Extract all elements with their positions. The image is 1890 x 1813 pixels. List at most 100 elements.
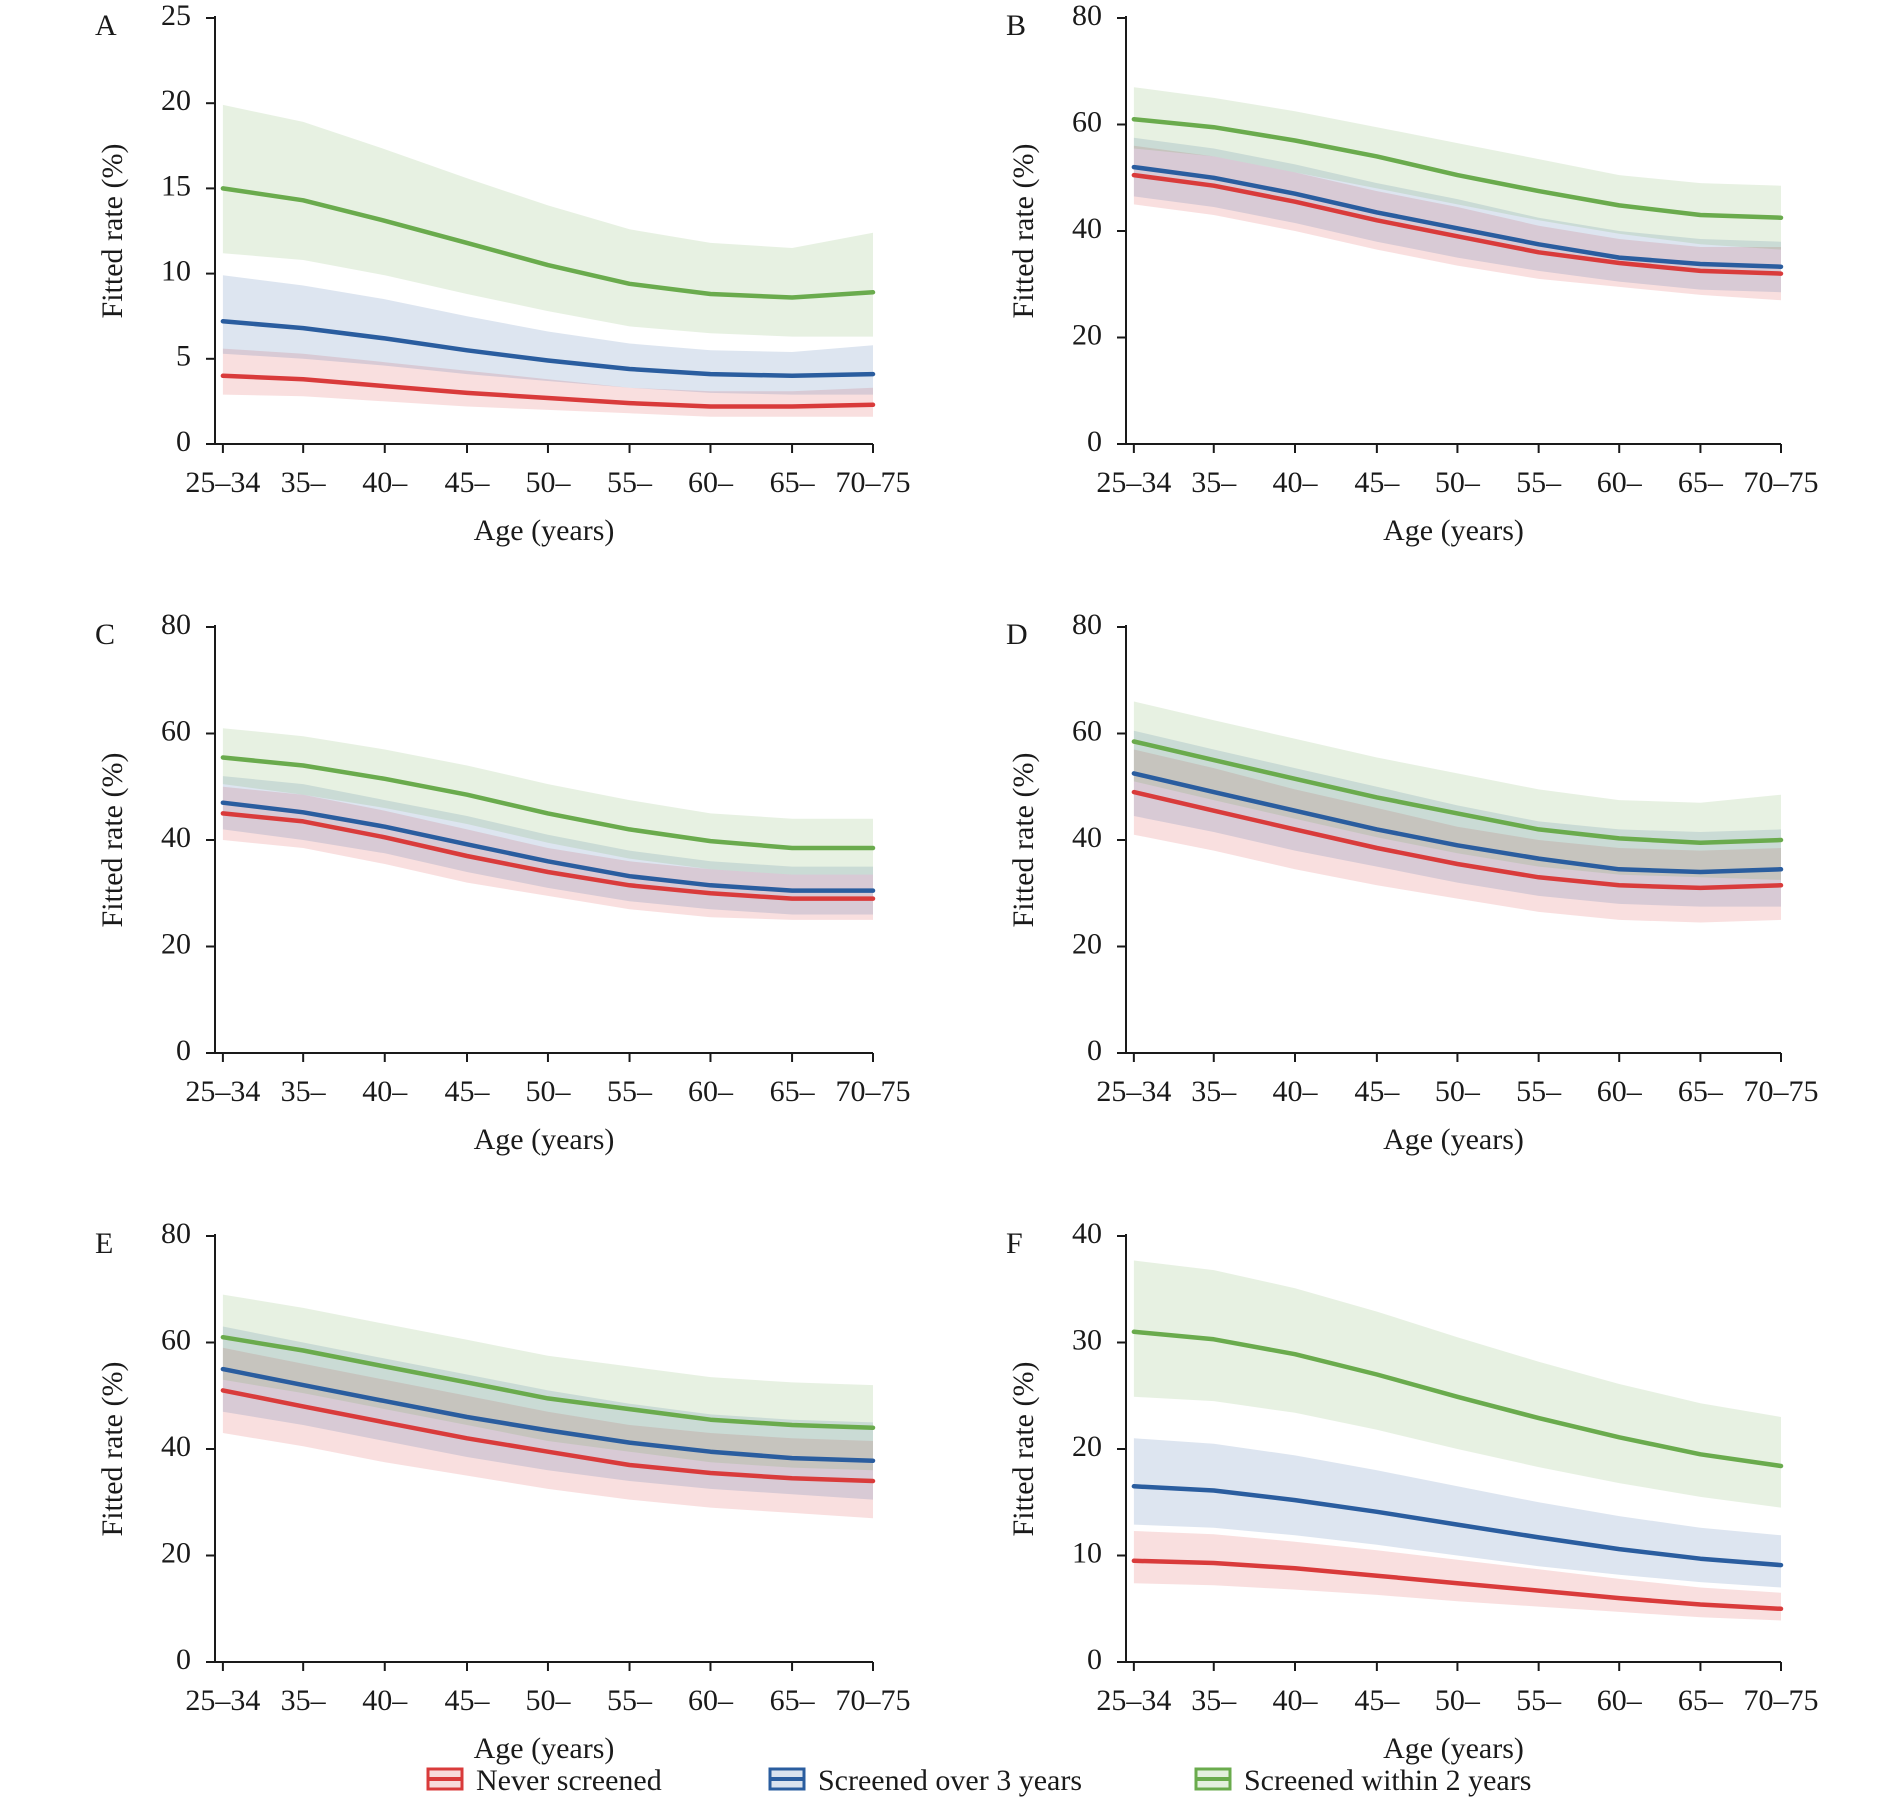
- y-tick-label: 0: [1087, 1643, 1102, 1676]
- y-tick-label: 0: [1087, 425, 1102, 458]
- y-tick-label: 0: [176, 425, 191, 458]
- x-tick-label: 35–: [1191, 1075, 1237, 1108]
- x-tick-label: 35–: [281, 1684, 327, 1717]
- y-tick-label: 40: [161, 821, 191, 854]
- panel-letter: D: [1006, 618, 1028, 651]
- x-tick-label: 50–: [1435, 466, 1481, 499]
- y-tick-label: 60: [1072, 714, 1102, 747]
- x-tick-label: 70–75: [1744, 466, 1819, 499]
- x-tick-label: 25–34: [1096, 1075, 1171, 1108]
- y-tick-label: 60: [1072, 105, 1102, 138]
- y-tick-label: 80: [161, 1217, 191, 1250]
- x-tick-label: 45–: [1354, 1684, 1400, 1717]
- x-tick-label: 65–: [1678, 1684, 1724, 1717]
- series-line-screened-over-3-years: [220, 319, 876, 379]
- x-tick-label: 25–34: [185, 1075, 260, 1108]
- ci-band-screened-over-3-years: [222, 275, 873, 395]
- x-tick-label: 65–: [770, 466, 816, 499]
- series-line-screened-within-2-years: [220, 1334, 876, 1430]
- y-tick-label: 20: [1072, 1430, 1102, 1463]
- series-line-screened-within-2-years: [1131, 1329, 1784, 1469]
- legend-label: Screened over 3 years: [818, 1764, 1082, 1797]
- x-tick-label: 25–34: [1096, 466, 1171, 499]
- panel-d: D 0 20 40 60 80 25–34 35– 40– 45– 50– 55– 60– 65– 70–7…: [1006, 608, 1819, 1156]
- y-tick-label: 0: [176, 1034, 191, 1067]
- panel-letter: A: [95, 9, 117, 42]
- y-axis-title: Fitted rate (%): [96, 144, 129, 319]
- series-line-screened-over-3-years: [220, 800, 876, 893]
- x-tick-label: 35–: [1191, 466, 1237, 499]
- x-axis-title: Age (years): [474, 1123, 615, 1156]
- legend: Never screened Screened over 3 years Scree…: [426, 1764, 1531, 1797]
- ci-band-screened-within-2-years: [1133, 1260, 1781, 1508]
- y-tick-label: 5: [176, 340, 191, 373]
- x-tick-label: 25–34: [1096, 1684, 1171, 1717]
- y-tick-label: 40: [1072, 821, 1102, 854]
- x-tick-label: 60–: [1597, 1684, 1643, 1717]
- x-tick-label: 65–: [770, 1684, 816, 1717]
- x-tick-label: 70–75: [1744, 1684, 1819, 1717]
- x-tick-label: 45–: [445, 1075, 491, 1108]
- legend-label: Screened within 2 years: [1244, 1764, 1531, 1797]
- y-tick-label: 80: [1072, 0, 1102, 32]
- x-axis-title: Age (years): [474, 1732, 615, 1765]
- series-line-never-screened: [1131, 1558, 1784, 1612]
- x-tick-label: 55–: [607, 466, 653, 499]
- series-line-screened-over-3-years: [1131, 771, 1784, 875]
- legend-item-screened-over-3-years: Screened over 3 years: [768, 1764, 1082, 1797]
- ci-band-screened-over-3-years: [222, 776, 873, 915]
- x-tick-label: 55–: [607, 1075, 653, 1108]
- series-line-screened-within-2-years: [220, 186, 876, 300]
- y-tick-label: 10: [161, 254, 191, 287]
- panel-e: E 0 20 40 60 80 25–34 35– 40– 45– 50– 55– 60– 65– 70–7…: [95, 1217, 911, 1765]
- panel-f: F 0 10 20 30 40 25–34 35– 40– 45– 50– 55– 60– 65– 70–7…: [1006, 1217, 1819, 1765]
- x-tick-label: 50–: [525, 466, 571, 499]
- x-tick-label: 45–: [445, 466, 491, 499]
- y-tick-label: 10: [1072, 1536, 1102, 1569]
- ci-band-never-screened: [222, 348, 873, 417]
- ci-band-screened-within-2-years: [222, 104, 873, 337]
- y-tick-label: 40: [1072, 212, 1102, 245]
- x-tick-label: 60–: [688, 1075, 734, 1108]
- x-tick-label: 50–: [525, 1075, 571, 1108]
- ci-band-never-screened: [222, 1347, 873, 1519]
- legend-label: Never screened: [476, 1764, 662, 1797]
- y-tick-label: 30: [1072, 1323, 1102, 1356]
- x-tick-label: 25–34: [185, 466, 260, 499]
- ci-band-screened-within-2-years: [1133, 701, 1781, 880]
- series-line-screened-within-2-years: [1131, 116, 1784, 220]
- x-tick-label: 65–: [1678, 466, 1724, 499]
- series-line-never-screened: [1131, 172, 1784, 276]
- y-tick-label: 40: [161, 1430, 191, 1463]
- series-line-screened-over-3-years: [1131, 1484, 1784, 1568]
- y-tick-label: 0: [176, 1643, 191, 1676]
- y-tick-label: 60: [161, 714, 191, 747]
- x-tick-label: 35–: [281, 466, 327, 499]
- x-tick-label: 70–75: [836, 1075, 911, 1108]
- x-tick-label: 40–: [1272, 1075, 1318, 1108]
- y-tick-label: 40: [1072, 1217, 1102, 1250]
- panel-letter: E: [95, 1227, 113, 1260]
- y-axis-title: Fitted rate (%): [1007, 144, 1040, 319]
- y-tick-label: 20: [1072, 318, 1102, 351]
- series-line-screened-over-3-years: [1131, 164, 1784, 269]
- x-tick-label: 35–: [281, 1075, 327, 1108]
- y-axis-title: Fitted rate (%): [1007, 1362, 1040, 1537]
- y-tick-label: 15: [161, 169, 191, 202]
- x-tick-label: 70–75: [836, 466, 911, 499]
- series-line-never-screened: [220, 1388, 876, 1484]
- x-tick-label: 40–: [362, 466, 408, 499]
- x-tick-label: 40–: [362, 1075, 408, 1108]
- ci-band-screened-within-2-years: [222, 1294, 873, 1471]
- x-tick-label: 55–: [607, 1684, 653, 1717]
- x-axis-title: Age (years): [1383, 1732, 1524, 1765]
- x-tick-label: 40–: [362, 1684, 408, 1717]
- panel-letter: F: [1006, 1227, 1023, 1260]
- x-tick-label: 50–: [1435, 1684, 1481, 1717]
- y-tick-label: 20: [1072, 927, 1102, 960]
- y-axis-title: Fitted rate (%): [1007, 753, 1040, 928]
- ci-band-screened-within-2-years: [1133, 87, 1781, 250]
- series-line-screened-within-2-years: [220, 755, 876, 851]
- x-tick-label: 50–: [525, 1684, 571, 1717]
